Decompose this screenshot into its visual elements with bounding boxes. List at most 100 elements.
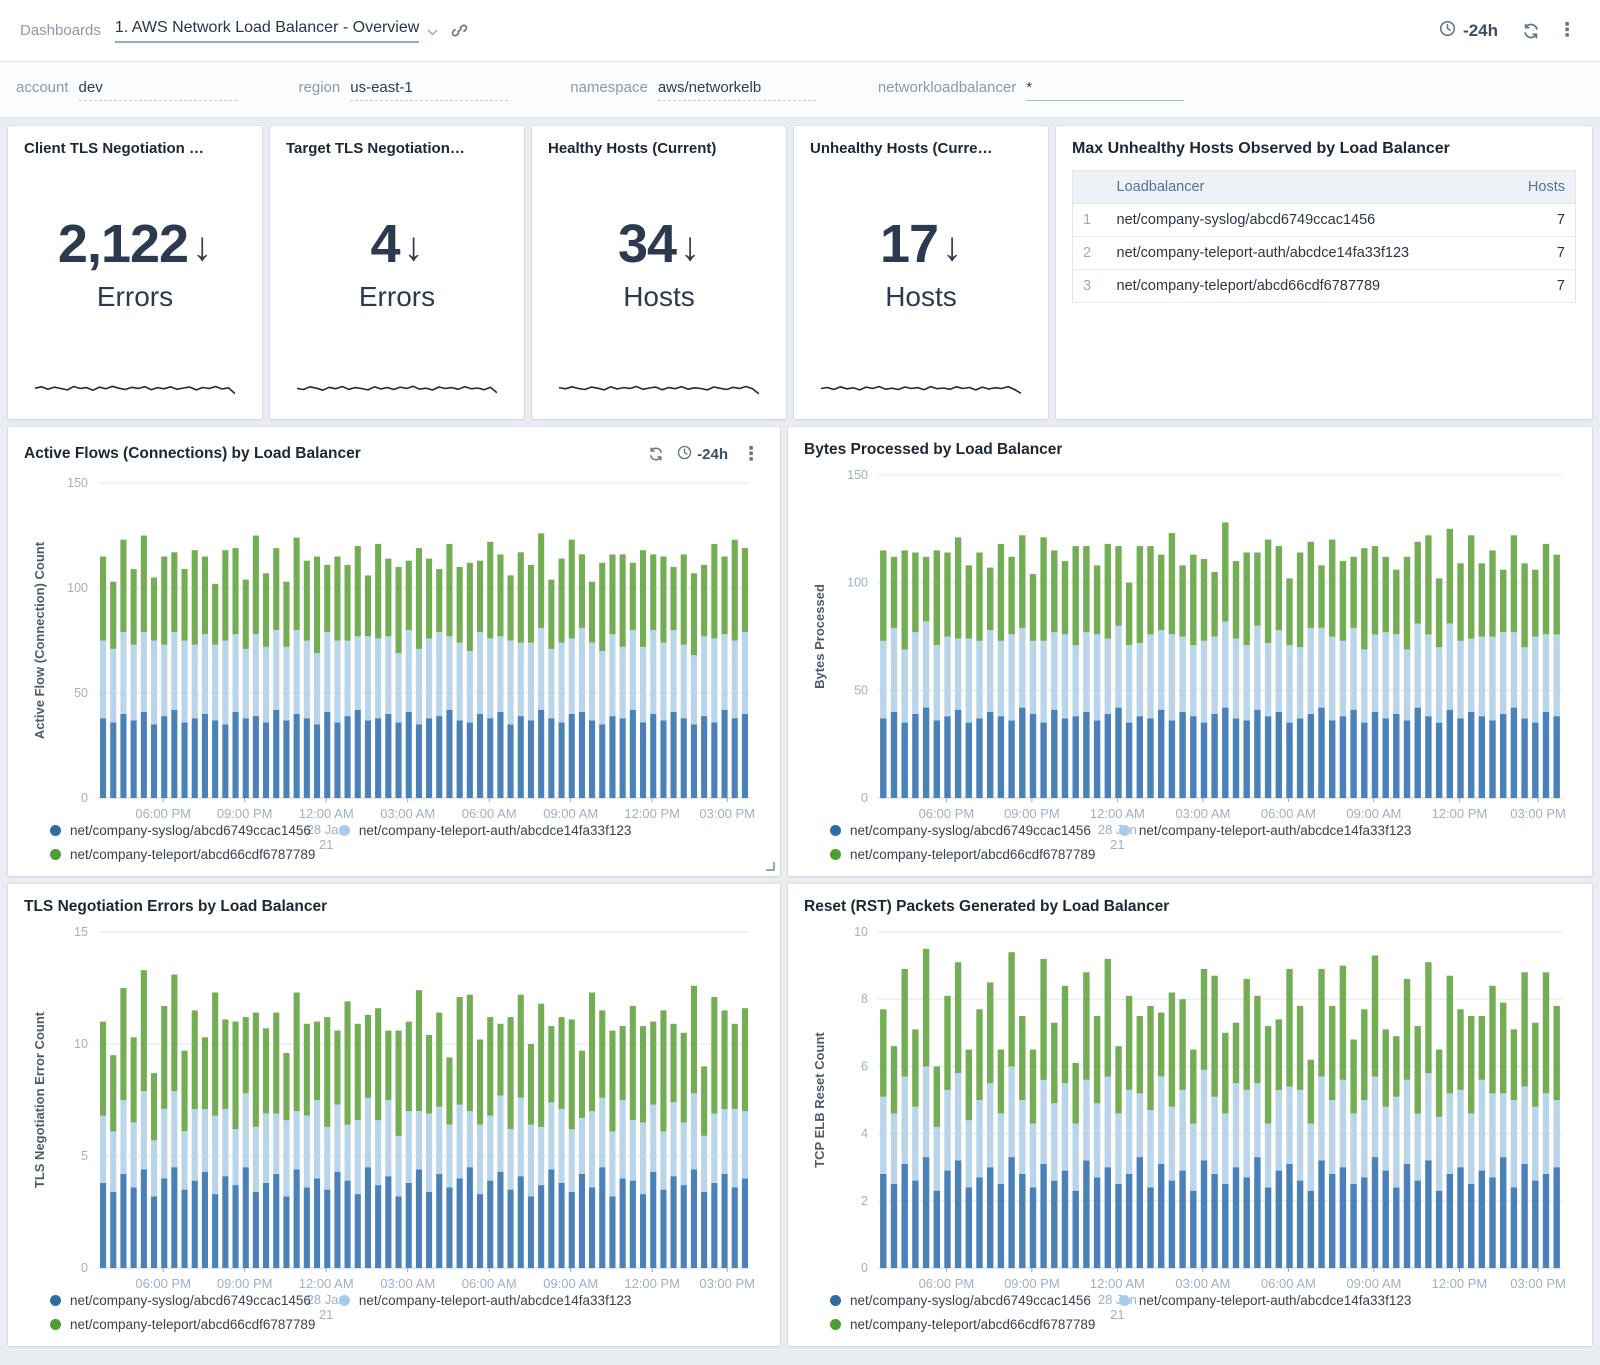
chart-title: TLS Negotiation Errors by Load Balancer [24,898,327,916]
max-unhealthy-hosts-panel: Max Unhealthy Hosts Observed by Load Bal… [1056,126,1592,419]
bytes-processed-chart: 05010015006:00 PM09:00 PM12:00 AM28 Jan2… [804,461,1576,812]
series-color-dot [830,1319,841,1330]
series-color-dot [830,1295,841,1306]
kebab-menu-icon[interactable]: ⋮ [738,441,764,467]
legend-item[interactable]: net/company-syslog/abcd6749ccac1456 [830,1293,1091,1308]
legend-item[interactable]: net/company-teleport/abcd66cdf6787789 [50,847,315,862]
legend-item[interactable]: net/company-teleport/abcd66cdf6787789 [50,1317,315,1332]
svg-text:TCP ELB Reset Count: TCP ELB Reset Count [812,1032,827,1168]
legend-item[interactable]: net/company-teleport-auth/abcdce14fa33f1… [339,1293,631,1308]
svg-text:Active Flow (Connection) Count: Active Flow (Connection) Count [32,541,47,739]
chart-panel-active-flows: Active Flows (Connections) by Load Balan… [8,427,780,876]
table-header-loadbalancer[interactable]: Loadbalancer [1107,171,1512,204]
svg-text:2: 2 [861,1194,868,1208]
kpi-value: 4 [370,213,399,275]
series-color-dot [50,1295,61,1306]
chart-legend: net/company-syslog/abcd6749ccac1456 net/c… [804,812,1576,866]
tls-errors-chart: 05101506:00 PM09:00 PM12:00 AM28 Jan2103… [24,918,764,1282]
kebab-menu-icon[interactable]: ⋮ [1554,18,1580,44]
series-name: net/company-syslog/abcd6749ccac1456 [850,823,1091,838]
filter-bar: account dev region us-east-1 namespace a… [0,62,1600,118]
filter-account-input[interactable]: dev [79,79,237,101]
svg-text:6: 6 [861,1059,868,1073]
trend-down-icon: ↓ [942,225,962,270]
breadcrumb-dashboards[interactable]: Dashboards [20,22,101,39]
filter-namespace-input[interactable]: aws/networkelb [658,79,816,101]
svg-text:0: 0 [861,1261,868,1275]
time-range-control[interactable]: -24h [1439,20,1498,42]
kpi-sparkline [559,375,759,401]
kpi-value: 2,122 [58,213,188,275]
legend-item[interactable]: net/company-teleport/abcd66cdf6787789 [830,847,1095,862]
kpi-sparkline [821,375,1021,401]
clock-icon [1439,20,1456,42]
svg-text:100: 100 [67,581,88,595]
filter-region: region us-east-1 [299,79,509,101]
row-hosts: 7 [1512,270,1576,303]
svg-text:5: 5 [81,1149,88,1163]
svg-text:150: 150 [847,468,868,482]
svg-text:Bytes Processed: Bytes Processed [812,584,827,689]
row-index: 1 [1073,204,1107,237]
filter-label: namespace [570,79,648,96]
svg-text:150: 150 [67,476,88,490]
table-row[interactable]: 2net/company-teleport-auth/abcdce14fa33f… [1073,237,1576,270]
legend-item[interactable]: net/company-teleport/abcd66cdf6787789 [830,1317,1095,1332]
svg-text:8: 8 [861,992,868,1006]
table-row[interactable]: 3net/company-teleport/abcd66cdf67877897 [1073,270,1576,303]
kpi-value: 17 [880,213,938,275]
series-color-dot [830,849,841,860]
filter-label: account [16,79,69,96]
legend-item[interactable]: net/company-teleport-auth/abcdce14fa33f1… [1119,1293,1411,1308]
panel-time-range-label: -24h [697,446,728,463]
legend-item[interactable]: net/company-syslog/abcd6749ccac1456 [50,1293,311,1308]
filter-label: networkloadbalancer [878,79,1016,96]
table-header-hosts[interactable]: Hosts [1512,171,1576,204]
app-header: Dashboards 1. AWS Network Load Balancer … [0,0,1600,62]
filter-label: region [299,79,341,96]
series-color-dot [830,825,841,836]
unhealthy-hosts-table: Loadbalancer Hosts 1net/company-syslog/a… [1072,170,1576,303]
chart-panel-rst-packets: Reset (RST) Packets Generated by Load Ba… [788,884,1592,1346]
kpi-unit: Hosts [885,281,957,313]
refresh-icon[interactable] [643,441,669,467]
legend-item[interactable]: net/company-teleport-auth/abcdce14fa33f1… [339,823,631,838]
filter-networkloadbalancer: networkloadbalancer * [878,79,1184,101]
filter-namespace: namespace aws/networkelb [570,79,816,101]
time-range-label: -24h [1463,21,1498,41]
chevron-down-icon[interactable] [427,23,438,41]
share-link-icon[interactable] [446,18,472,44]
svg-text:50: 50 [74,686,88,700]
panel-resize-handle[interactable] [766,862,775,871]
series-color-dot [50,1319,61,1330]
refresh-icon[interactable] [1518,18,1544,44]
kpi-unit: Hosts [623,281,695,313]
filter-networkloadbalancer-input[interactable]: * [1026,79,1184,101]
series-name: net/company-teleport/abcd66cdf6787789 [70,847,315,862]
kpi-value: 34 [618,213,676,275]
kpi-unit: Errors [97,281,173,313]
trend-down-icon: ↓ [192,225,212,270]
filter-region-input[interactable]: us-east-1 [350,79,508,101]
filter-account: account dev [16,79,237,101]
row-loadbalancer: net/company-teleport/abcd66cdf6787789 [1107,270,1512,303]
series-name: net/company-syslog/abcd6749ccac1456 [70,1293,311,1308]
trend-down-icon: ↓ [404,225,424,270]
legend-item[interactable]: net/company-syslog/abcd6749ccac1456 [50,823,311,838]
legend-item[interactable]: net/company-syslog/abcd6749ccac1456 [830,823,1091,838]
kpi-card-healthy-hosts: Healthy Hosts (Current) 34 ↓ Hosts [532,126,786,419]
svg-text:15: 15 [74,925,88,939]
svg-text:TLS Negotiation Error Count: TLS Negotiation Error Count [32,1011,47,1188]
row-hosts: 7 [1512,204,1576,237]
svg-text:100: 100 [847,576,868,590]
dashboard-app: Dashboards 1. AWS Network Load Balancer … [0,0,1600,1362]
legend-item[interactable]: net/company-teleport-auth/abcdce14fa33f1… [1119,823,1411,838]
active-flows-chart: 05010015006:00 PM09:00 PM12:00 AM28 Jan2… [24,469,764,812]
chart-title: Active Flows (Connections) by Load Balan… [24,445,361,463]
series-name: net/company-teleport/abcd66cdf6787789 [850,1317,1095,1332]
panel-time-range-control[interactable]: -24h [677,445,728,464]
dashboard-title[interactable]: 1. AWS Network Load Balancer - Overview [115,19,419,43]
series-name: net/company-teleport-auth/abcdce14fa33f1… [1139,1293,1411,1308]
trend-down-icon: ↓ [680,225,700,270]
table-row[interactable]: 1net/company-syslog/abcd6749ccac14567 [1073,204,1576,237]
